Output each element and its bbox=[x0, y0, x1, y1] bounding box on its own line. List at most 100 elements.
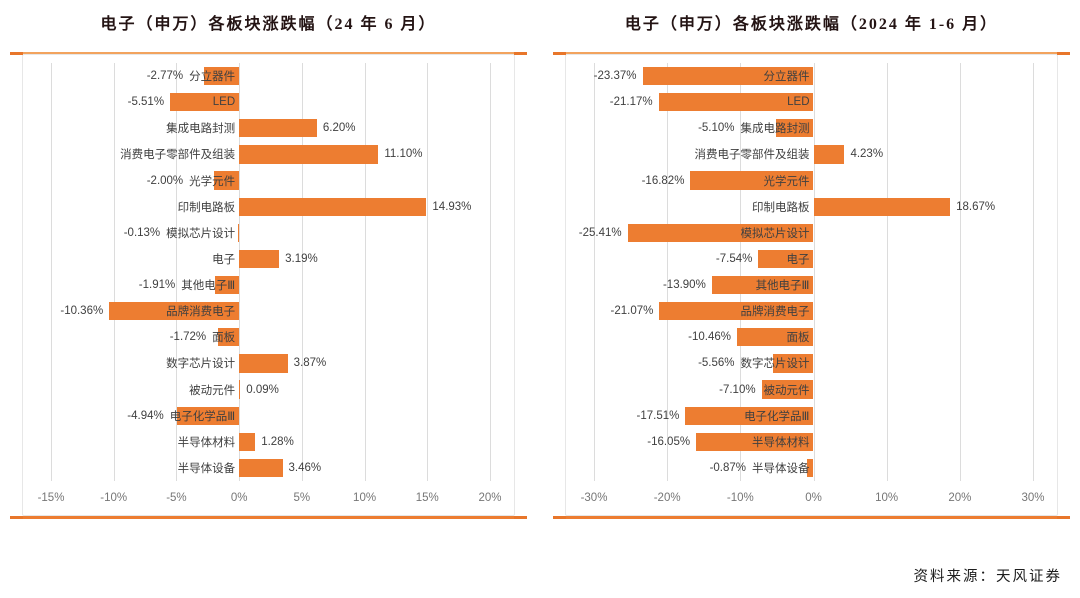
gridline bbox=[301, 63, 303, 481]
value-label: -1.91% bbox=[138, 279, 176, 292]
left-chart-x-axis: -15% -10% -5% 0% 5% 10% 15% 20% bbox=[38, 492, 502, 508]
panel-corner-accent bbox=[514, 52, 527, 55]
value-label: -21.07% bbox=[610, 305, 654, 318]
bar bbox=[239, 380, 241, 399]
category-label: 被动元件 bbox=[763, 384, 810, 397]
bar bbox=[177, 406, 240, 425]
value-label: -16.05% bbox=[647, 435, 691, 448]
bar-row: 分立器件 -2.77% bbox=[51, 63, 490, 89]
axis-tick-label: 5% bbox=[293, 492, 311, 504]
bar-row: 印制电路板 18.67% bbox=[594, 194, 1033, 220]
panel-corner-accent bbox=[10, 52, 23, 55]
axis-tick-label: 10% bbox=[353, 492, 377, 504]
bar-row: 模拟芯片设计 -0.13% bbox=[51, 220, 490, 246]
bar-row: 消费电子零部件及组装 11.10% bbox=[51, 141, 490, 167]
right-chart-title: 电子（申万）各板块涨跌幅（2024 年 1-6 月） bbox=[624, 16, 999, 33]
gridline bbox=[667, 63, 669, 481]
right-chart-plot-area: 分立器件 -23.37% LED -21.17% 集成电路封测 -5.10% 消费电子零部件… bbox=[579, 63, 1034, 481]
panel-bottom-border bbox=[10, 516, 527, 519]
bar bbox=[813, 197, 951, 216]
bar-row: 其他电子Ⅲ -1.91% bbox=[51, 272, 490, 298]
gridline bbox=[427, 63, 429, 481]
axis-tick-label: -5% bbox=[166, 492, 187, 504]
category-label: 数字芯片设计 bbox=[740, 358, 810, 371]
value-label: 3.87% bbox=[293, 357, 327, 370]
bar bbox=[685, 406, 814, 425]
bar-row: 光学元件 -2.00% bbox=[51, 168, 490, 194]
bar-row: 电子化学品Ⅲ -4.94% bbox=[51, 403, 490, 429]
bar bbox=[239, 119, 317, 138]
gridline bbox=[176, 63, 178, 481]
left-chart-panel: 分立器件 -2.77% LED -5.51% 集成电路封测 6.20% 消费电子零部件及组装… bbox=[10, 52, 527, 519]
value-label: -1.72% bbox=[169, 331, 207, 344]
axis-tick-label: -10% bbox=[726, 492, 754, 504]
bar-row: 光学元件 -16.82% bbox=[594, 168, 1033, 194]
right-chart-x-axis: -30% -20% -10% 0% 10% 20% 30% bbox=[581, 492, 1045, 508]
axis-tick-label: 20% bbox=[478, 492, 502, 504]
category-label: 半导体材料 bbox=[177, 436, 236, 449]
panel-corner-accent bbox=[1057, 516, 1070, 519]
gridline bbox=[959, 63, 961, 481]
bar-row: 半导体设备 -0.87% bbox=[594, 455, 1033, 481]
bar-row: 电子 -7.54% bbox=[594, 246, 1033, 272]
axis-tick-label: 0% bbox=[230, 492, 248, 504]
bar-row: 消费电子零部件及组装 4.23% bbox=[594, 141, 1033, 167]
bar bbox=[642, 66, 814, 86]
value-label: -23.37% bbox=[593, 70, 637, 83]
bar bbox=[813, 145, 845, 164]
bar bbox=[690, 171, 814, 190]
bar-row: 半导体材料 -16.05% bbox=[594, 429, 1033, 455]
value-label: -0.87% bbox=[709, 461, 746, 474]
bar bbox=[239, 354, 288, 373]
gridline bbox=[594, 63, 595, 481]
bar-row: LED -5.51% bbox=[51, 89, 490, 115]
category-label: 消费电子零部件及组装 bbox=[694, 149, 810, 162]
category-label: 分立器件 bbox=[189, 71, 236, 84]
value-label: -0.13% bbox=[123, 226, 161, 239]
bar bbox=[772, 354, 814, 373]
gridline bbox=[364, 63, 366, 481]
bar-row: 半导体设备 3.46% bbox=[51, 455, 490, 481]
bar bbox=[239, 458, 283, 478]
value-label: -10.46% bbox=[688, 331, 731, 344]
axis-tick-label: 0% bbox=[805, 492, 822, 504]
panel-top-border bbox=[553, 52, 1070, 54]
bar bbox=[736, 328, 814, 347]
bar bbox=[758, 249, 814, 269]
bar bbox=[659, 302, 814, 321]
category-label: 印制电路板 bbox=[177, 201, 236, 214]
gridline bbox=[113, 63, 115, 481]
category-label: 其他电子Ⅲ bbox=[755, 280, 810, 293]
bar-row: 品牌消费电子 -10.36% bbox=[51, 298, 490, 324]
category-label: 其他电子Ⅲ bbox=[181, 280, 236, 293]
bar bbox=[204, 66, 240, 86]
value-label: -7.10% bbox=[719, 383, 756, 396]
panel-corner-accent bbox=[553, 516, 566, 519]
value-label: -4.94% bbox=[127, 409, 164, 422]
bar-row: 集成电路封测 -5.10% bbox=[594, 115, 1033, 141]
gridline bbox=[740, 63, 742, 481]
category-label: 光学元件 bbox=[763, 175, 810, 188]
panel-corner-accent bbox=[514, 516, 527, 519]
bar bbox=[776, 119, 814, 138]
bar bbox=[239, 249, 280, 269]
axis-tick-label: -20% bbox=[653, 492, 681, 504]
category-label: 品牌消费电子 bbox=[740, 306, 810, 319]
bar-row: 面板 -1.72% bbox=[51, 324, 490, 350]
bar bbox=[696, 432, 814, 451]
gridline bbox=[886, 63, 888, 481]
panel-top-border bbox=[10, 52, 527, 54]
category-label: LED bbox=[787, 96, 810, 109]
left-chart-title: 电子（申万）各板块涨跌幅（24 年 6 月） bbox=[100, 16, 437, 33]
bar-row: 数字芯片设计 -5.56% bbox=[594, 350, 1033, 376]
bar bbox=[170, 93, 240, 112]
value-label: -25.41% bbox=[578, 226, 622, 239]
chart-titles-row: 电子（申万）各板块涨跌幅（24 年 6 月） 电子（申万）各板块涨跌幅（2024… bbox=[0, 0, 1080, 52]
bar-row: 面板 -10.46% bbox=[594, 324, 1033, 350]
panel-corner-accent bbox=[10, 516, 23, 519]
bar-row: 半导体材料 1.28% bbox=[51, 429, 490, 455]
gridline bbox=[813, 63, 815, 481]
axis-tick-label: -30% bbox=[580, 492, 608, 504]
value-label: 14.93% bbox=[432, 200, 472, 213]
